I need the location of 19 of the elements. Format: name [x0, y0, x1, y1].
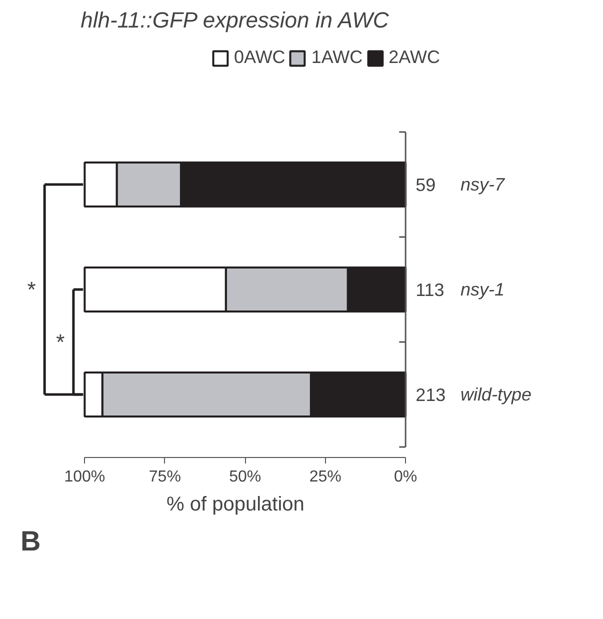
text: B — [20, 526, 41, 556]
legend-label: 1AWC — [311, 47, 363, 68]
text: * — [27, 277, 36, 302]
legend-label: 2AWC — [388, 47, 440, 68]
legend-label: 0AWC — [234, 47, 286, 68]
x-tick-label: 50% — [229, 468, 262, 486]
chart-title: hlh-11::GFP expression in AWC — [80, 8, 389, 32]
text: 59 — [416, 175, 436, 195]
y-tick-label: wild-type — [460, 384, 532, 404]
text: 213 — [416, 385, 446, 405]
text: * — [56, 330, 66, 354]
x-axis-title: % of population — [166, 494, 304, 516]
y-tick-label: nsy-7 — [460, 174, 506, 194]
x-tick-label: 0% — [394, 468, 418, 486]
y-tick-label: nsy-1 — [460, 280, 505, 300]
x-tick-label: 25% — [309, 468, 342, 486]
x-tick-label: 100% — [64, 468, 106, 486]
text: 113 — [416, 280, 444, 300]
x-tick-label: 75% — [148, 468, 181, 486]
